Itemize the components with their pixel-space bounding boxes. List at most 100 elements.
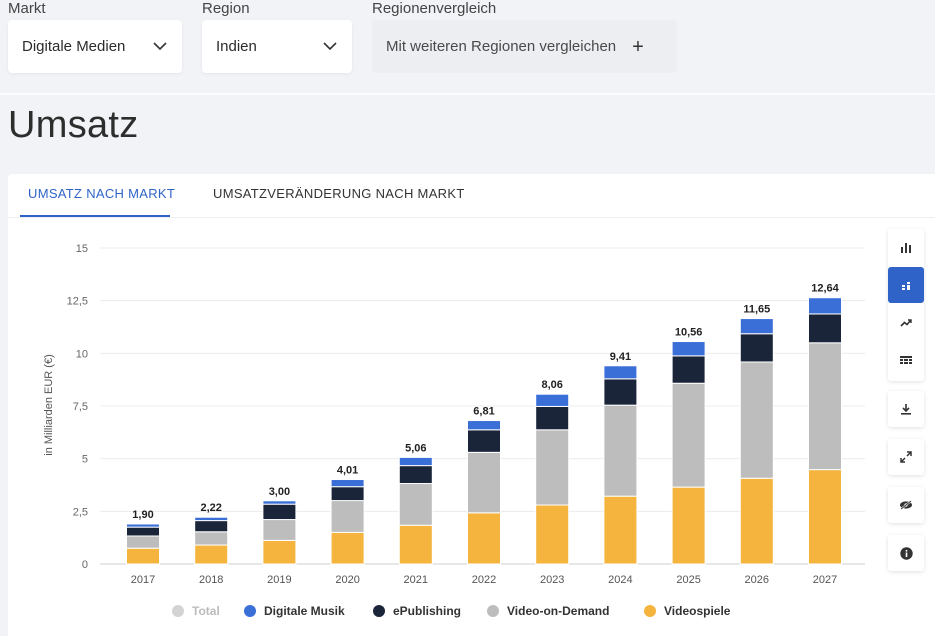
bar-segment-video-on-demand[interactable]: [398, 483, 433, 526]
total-value-label: 9,41: [610, 351, 631, 363]
total-value-label: 6,81: [473, 406, 494, 418]
legend-label: Total: [192, 604, 220, 618]
bar-segment-videospiele[interactable]: [535, 504, 570, 565]
bar-segment-videospiele[interactable]: [671, 486, 706, 565]
tab-revenue-change-by-market[interactable]: UMSATZVERÄNDERUNG NACH MARKT: [213, 186, 465, 201]
bar-segment-video-on-demand[interactable]: [330, 500, 365, 533]
bar-segment-epublishing[interactable]: [262, 503, 297, 521]
bar-chart-icon: [901, 243, 911, 253]
bar-chart-button[interactable]: [888, 229, 924, 265]
bar-segment-video-on-demand[interactable]: [194, 531, 229, 546]
bar-segment-videospiele[interactable]: [398, 524, 433, 565]
legend-item-epublishing[interactable]: ePublishing: [373, 604, 461, 618]
active-tab-indicator: [20, 215, 170, 217]
region-select[interactable]: Indien: [202, 20, 352, 73]
region-label: Region: [202, 0, 250, 17]
info-button[interactable]: [888, 535, 924, 571]
bar-segment-digitale-musik[interactable]: [330, 479, 365, 488]
compare-label: Regionenvergleich: [372, 0, 497, 17]
bar-segment-epublishing[interactable]: [330, 486, 365, 502]
bar-segment-digitale-musik[interactable]: [535, 393, 570, 407]
total-value-label: 8,06: [541, 379, 562, 391]
region-select-value: Indien: [216, 38, 257, 55]
market-select[interactable]: Digitale Medien: [8, 20, 182, 73]
bar-segment-video-on-demand[interactable]: [126, 535, 160, 549]
page-title: Umsatz: [8, 104, 139, 146]
tab-revenue-by-market[interactable]: UMSATZ NACH MARKT: [28, 186, 176, 201]
x-tick-label: 2024: [608, 574, 632, 586]
stacked-bar-button[interactable]: [888, 267, 924, 303]
y-tick-label: 12,5: [67, 296, 88, 308]
total-value-label: 10,56: [675, 327, 703, 339]
bar-segment-video-on-demand[interactable]: [262, 519, 297, 541]
bar-segment-video-on-demand[interactable]: [603, 404, 638, 497]
legend-item-video-on-demand[interactable]: Video-on-Demand: [487, 604, 609, 618]
legend-item-total[interactable]: Total: [172, 604, 220, 618]
tab-bar: UMSATZ NACH MARKT UMSATZVERÄNDERUNG NACH…: [8, 174, 935, 218]
bar-segment-videospiele[interactable]: [126, 547, 160, 565]
y-tick-label: 0: [82, 559, 88, 571]
bar-segment-videospiele[interactable]: [330, 531, 365, 565]
bar-segment-epublishing[interactable]: [194, 520, 229, 533]
bar-segment-epublishing[interactable]: [467, 429, 501, 453]
download-button[interactable]: [888, 391, 924, 427]
x-tick-label: 2018: [199, 574, 223, 586]
bar-segment-digitale-musik[interactable]: [194, 516, 229, 522]
bar-segment-epublishing[interactable]: [671, 355, 706, 384]
chevron-down-icon: [152, 39, 168, 55]
bar-segment-digitale-musik[interactable]: [603, 365, 638, 380]
bar-segment-videospiele[interactable]: [603, 495, 638, 565]
bar-segment-digitale-musik[interactable]: [467, 420, 501, 431]
legend-label: ePublishing: [393, 604, 462, 618]
total-labels: 1,90 2,22 3,00 4,01 5,06 6,81 8,06 9,41 10,56 11,…: [132, 283, 839, 521]
bar-segment-video-on-demand[interactable]: [671, 382, 706, 488]
expand-icon: [900, 451, 912, 463]
compare-regions-button[interactable]: Mit weiteren Regionen vergleichen +: [372, 20, 677, 73]
bar-segment-video-on-demand[interactable]: [467, 451, 501, 514]
bar-segment-epublishing[interactable]: [603, 378, 638, 406]
bar-segment-video-on-demand[interactable]: [535, 429, 570, 506]
compare-placeholder: Mit weiteren Regionen vergleichen: [386, 38, 617, 55]
hide-icon: [900, 500, 912, 510]
legend-label: Videospiele: [664, 604, 731, 618]
bar-segment-videospiele[interactable]: [739, 477, 774, 565]
chart-legend: Total Digitale Musik ePublishing Video-o…: [0, 604, 935, 622]
bar-segment-digitale-musik[interactable]: [739, 318, 774, 335]
legend-item-digitale-musik[interactable]: Digitale Musik: [244, 604, 345, 618]
legend-item-videospiele[interactable]: Videospiele: [644, 604, 730, 618]
bar-segment-video-on-demand[interactable]: [739, 361, 774, 479]
bar-segment-videospiele[interactable]: [194, 544, 229, 565]
bar-segment-video-on-demand[interactable]: [808, 342, 842, 471]
bar-segment-epublishing[interactable]: [739, 333, 774, 363]
bar-segment-epublishing[interactable]: [398, 465, 433, 485]
legend-dot: [373, 605, 385, 617]
bar-segment-videospiele[interactable]: [808, 469, 842, 565]
bar-segment-digitale-musik[interactable]: [126, 523, 160, 528]
bar-segment-digitale-musik[interactable]: [671, 341, 706, 357]
bar-segment-digitale-musik[interactable]: [398, 456, 433, 467]
bar-segment-epublishing[interactable]: [808, 313, 842, 344]
x-tick-label: 2027: [813, 574, 837, 586]
market-label: Markt: [8, 0, 46, 17]
bar-segment-digitale-musik[interactable]: [262, 500, 297, 505]
trend-line-button[interactable]: [888, 305, 924, 341]
total-value-label: 1,90: [132, 509, 153, 521]
section-divider: [0, 93, 935, 95]
total-value-label: 11,65: [743, 304, 770, 316]
bar-segment-videospiele[interactable]: [467, 512, 501, 565]
total-value-label: 2,22: [200, 502, 221, 514]
bar-segment-digitale-musik[interactable]: [808, 297, 842, 315]
hide-series-button[interactable]: [888, 487, 924, 523]
bar-segment-epublishing[interactable]: [535, 405, 570, 431]
bar-segment-videospiele[interactable]: [262, 539, 297, 565]
bar-segment-epublishing[interactable]: [126, 526, 160, 537]
download-icon: [901, 404, 911, 415]
legend-dot: [644, 605, 656, 617]
info-icon: [899, 546, 913, 560]
fullscreen-button[interactable]: [888, 439, 924, 475]
y-tick-label: 2,5: [73, 506, 88, 518]
y-tick-label: 5: [82, 454, 88, 466]
x-tick-label: 2021: [404, 574, 428, 586]
table-view-button[interactable]: [888, 343, 924, 379]
